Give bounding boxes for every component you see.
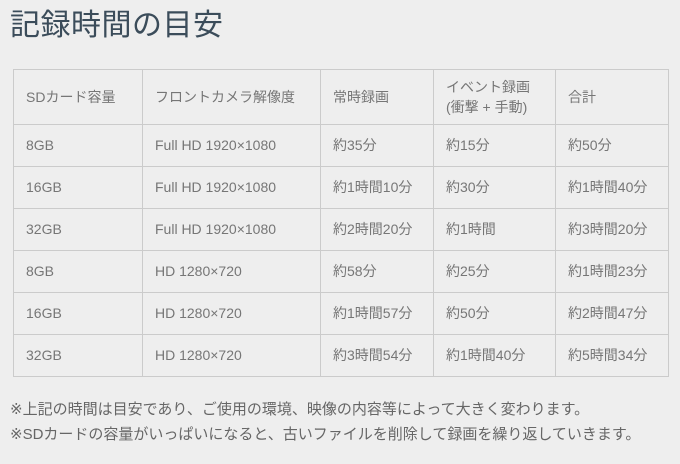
cell-total: 約50分: [555, 123, 669, 167]
cell-capacity: 32GB: [13, 333, 143, 377]
cell-total: 約1時間40分: [555, 165, 669, 209]
column-header-total: 合計: [555, 68, 669, 125]
cell-event: 約15分: [433, 123, 556, 167]
cell-resolution: Full HD 1920×1080: [142, 165, 321, 209]
column-header-continuous: 常時録画: [320, 68, 434, 125]
cell-capacity: 32GB: [13, 207, 143, 251]
cell-total: 約1時間23分: [555, 249, 669, 293]
table-row: 32GB HD 1280×720 約3時間54分 約1時間40分 約5時間34分: [13, 333, 669, 377]
cell-continuous: 約1時間10分: [320, 165, 434, 209]
cell-total: 約5時間34分: [555, 333, 669, 377]
cell-capacity: 16GB: [13, 165, 143, 209]
cell-event: 約25分: [433, 249, 556, 293]
footnote-line: ※SDカードの容量がいっぱいになると、古いファイルを削除して録画を繰り返していき…: [10, 425, 641, 443]
cell-total: 約2時間47分: [555, 291, 669, 335]
column-header-event-sublabel: (衝撃 + 手動): [446, 98, 528, 115]
footnotes: ※上記の時間は目安であり、ご使用の環境、映像の内容等によって大きく変わります。 …: [10, 397, 680, 447]
cell-total: 約3時間20分: [555, 207, 669, 251]
table-header-row: SDカード容量 フロントカメラ解像度 常時録画 イベント録画 (衝撃 + 手動)…: [13, 68, 669, 125]
cell-continuous: 約2時間20分: [320, 207, 434, 251]
table-row: 32GB Full HD 1920×1080 約2時間20分 約1時間 約3時間…: [13, 207, 669, 251]
cell-resolution: HD 1280×720: [142, 333, 321, 377]
cell-continuous: 約3時間54分: [320, 333, 434, 377]
cell-continuous: 約35分: [320, 123, 434, 167]
footnote-line: ※上記の時間は目安であり、ご使用の環境、映像の内容等によって大きく変わります。: [10, 400, 590, 418]
table-header: SDカード容量 フロントカメラ解像度 常時録画 イベント録画 (衝撃 + 手動)…: [13, 68, 669, 125]
cell-event: 約30分: [433, 165, 556, 209]
cell-resolution: HD 1280×720: [142, 249, 321, 293]
cell-capacity: 8GB: [13, 249, 143, 293]
table-body: 8GB Full HD 1920×1080 約35分 約15分 約50分 16G…: [13, 123, 669, 377]
cell-resolution: HD 1280×720: [142, 291, 321, 335]
cell-event: 約1時間: [433, 207, 556, 251]
cell-capacity: 16GB: [13, 291, 143, 335]
table-row: 8GB HD 1280×720 約58分 約25分 約1時間23分: [13, 249, 669, 293]
table-row: 16GB HD 1280×720 約1時間57分 約50分 約2時間47分: [13, 291, 669, 335]
cell-event: 約50分: [433, 291, 556, 335]
recording-time-table: SDカード容量 フロントカメラ解像度 常時録画 イベント録画 (衝撃 + 手動)…: [13, 68, 669, 377]
table-row: 8GB Full HD 1920×1080 約35分 約15分 約50分: [13, 123, 669, 167]
column-header-capacity: SDカード容量: [13, 68, 143, 125]
cell-resolution: Full HD 1920×1080: [142, 123, 321, 167]
cell-capacity: 8GB: [13, 123, 143, 167]
cell-resolution: Full HD 1920×1080: [142, 207, 321, 251]
column-header-event: イベント録画 (衝撃 + 手動): [433, 68, 556, 125]
column-header-event-label: イベント録画: [446, 78, 530, 95]
cell-continuous: 約58分: [320, 249, 434, 293]
page-title: 記録時間の目安: [10, 9, 224, 42]
column-header-resolution: フロントカメラ解像度: [142, 68, 321, 125]
cell-continuous: 約1時間57分: [320, 291, 434, 335]
table-row: 16GB Full HD 1920×1080 約1時間10分 約30分 約1時間…: [13, 165, 669, 209]
cell-event: 約1時間40分: [433, 333, 556, 377]
